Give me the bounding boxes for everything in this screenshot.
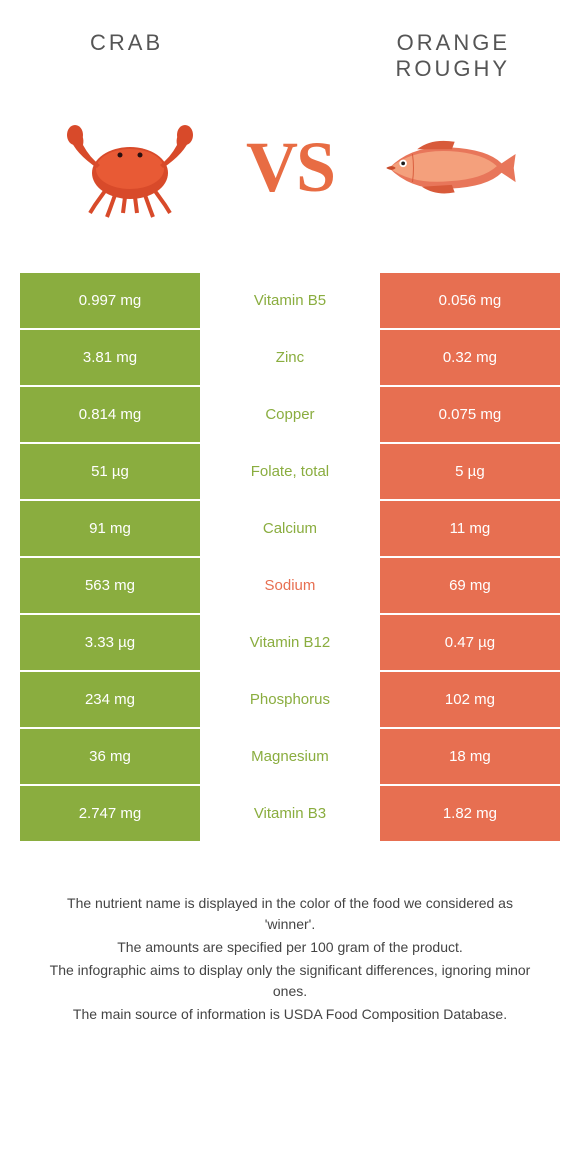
nutrient-name: Zinc: [200, 330, 380, 385]
table-row: 51 µgFolate, total5 µg: [20, 444, 560, 499]
right-value: 11 mg: [380, 501, 560, 556]
left-value: 91 mg: [20, 501, 200, 556]
right-value: 0.47 µg: [380, 615, 560, 670]
footer-line: The amounts are specified per 100 gram o…: [40, 937, 540, 958]
right-value: 5 µg: [380, 444, 560, 499]
right-value: 0.075 mg: [380, 387, 560, 442]
footer-line: The main source of information is USDA F…: [40, 1004, 540, 1025]
table-row: 3.81 mgZinc0.32 mg: [20, 330, 560, 385]
right-value: 0.32 mg: [380, 330, 560, 385]
nutrient-name: Folate, total: [200, 444, 380, 499]
comparison-table: 0.997 mgVitamin B50.056 mg3.81 mgZinc0.3…: [20, 273, 560, 841]
right-value: 102 mg: [380, 672, 560, 727]
right-value: 18 mg: [380, 729, 560, 784]
nutrient-name: Copper: [200, 387, 380, 442]
vs-text: VS: [246, 126, 334, 209]
nutrient-name: Magnesium: [200, 729, 380, 784]
title-left: CRAB: [60, 30, 300, 83]
table-row: 36 mgMagnesium18 mg: [20, 729, 560, 784]
table-row: 91 mgCalcium11 mg: [20, 501, 560, 556]
nutrient-name: Phosphorus: [200, 672, 380, 727]
nutrient-name: Sodium: [200, 558, 380, 613]
crab-image: [55, 113, 205, 223]
title-row: CRAB ORANGE ROUGHY: [0, 0, 580, 93]
left-value: 0.997 mg: [20, 273, 200, 328]
nutrient-name: Vitamin B12: [200, 615, 380, 670]
left-value: 51 µg: [20, 444, 200, 499]
table-row: 2.747 mgVitamin B31.82 mg: [20, 786, 560, 841]
table-row: 234 mgPhosphorus102 mg: [20, 672, 560, 727]
left-value: 3.81 mg: [20, 330, 200, 385]
right-value: 0.056 mg: [380, 273, 560, 328]
nutrient-name: Vitamin B3: [200, 786, 380, 841]
table-row: 0.814 mgCopper0.075 mg: [20, 387, 560, 442]
footer-text: The nutrient name is displayed in the co…: [0, 843, 580, 1057]
title-right: ORANGE ROUGHY: [300, 30, 520, 83]
nutrient-name: Calcium: [200, 501, 380, 556]
footer-line: The infographic aims to display only the…: [40, 960, 540, 1002]
right-value: 69 mg: [380, 558, 560, 613]
left-value: 563 mg: [20, 558, 200, 613]
comparison-infographic: CRAB ORANGE ROUGHY VS: [0, 0, 580, 1057]
footer-line: The nutrient name is displayed in the co…: [40, 893, 540, 935]
left-value: 2.747 mg: [20, 786, 200, 841]
table-row: 563 mgSodium69 mg: [20, 558, 560, 613]
orange-roughy-image: [375, 113, 525, 223]
table-row: 3.33 µgVitamin B120.47 µg: [20, 615, 560, 670]
nutrient-name: Vitamin B5: [200, 273, 380, 328]
left-value: 3.33 µg: [20, 615, 200, 670]
table-row: 0.997 mgVitamin B50.056 mg: [20, 273, 560, 328]
left-value: 234 mg: [20, 672, 200, 727]
left-value: 0.814 mg: [20, 387, 200, 442]
left-value: 36 mg: [20, 729, 200, 784]
right-value: 1.82 mg: [380, 786, 560, 841]
hero-row: VS: [0, 93, 580, 273]
